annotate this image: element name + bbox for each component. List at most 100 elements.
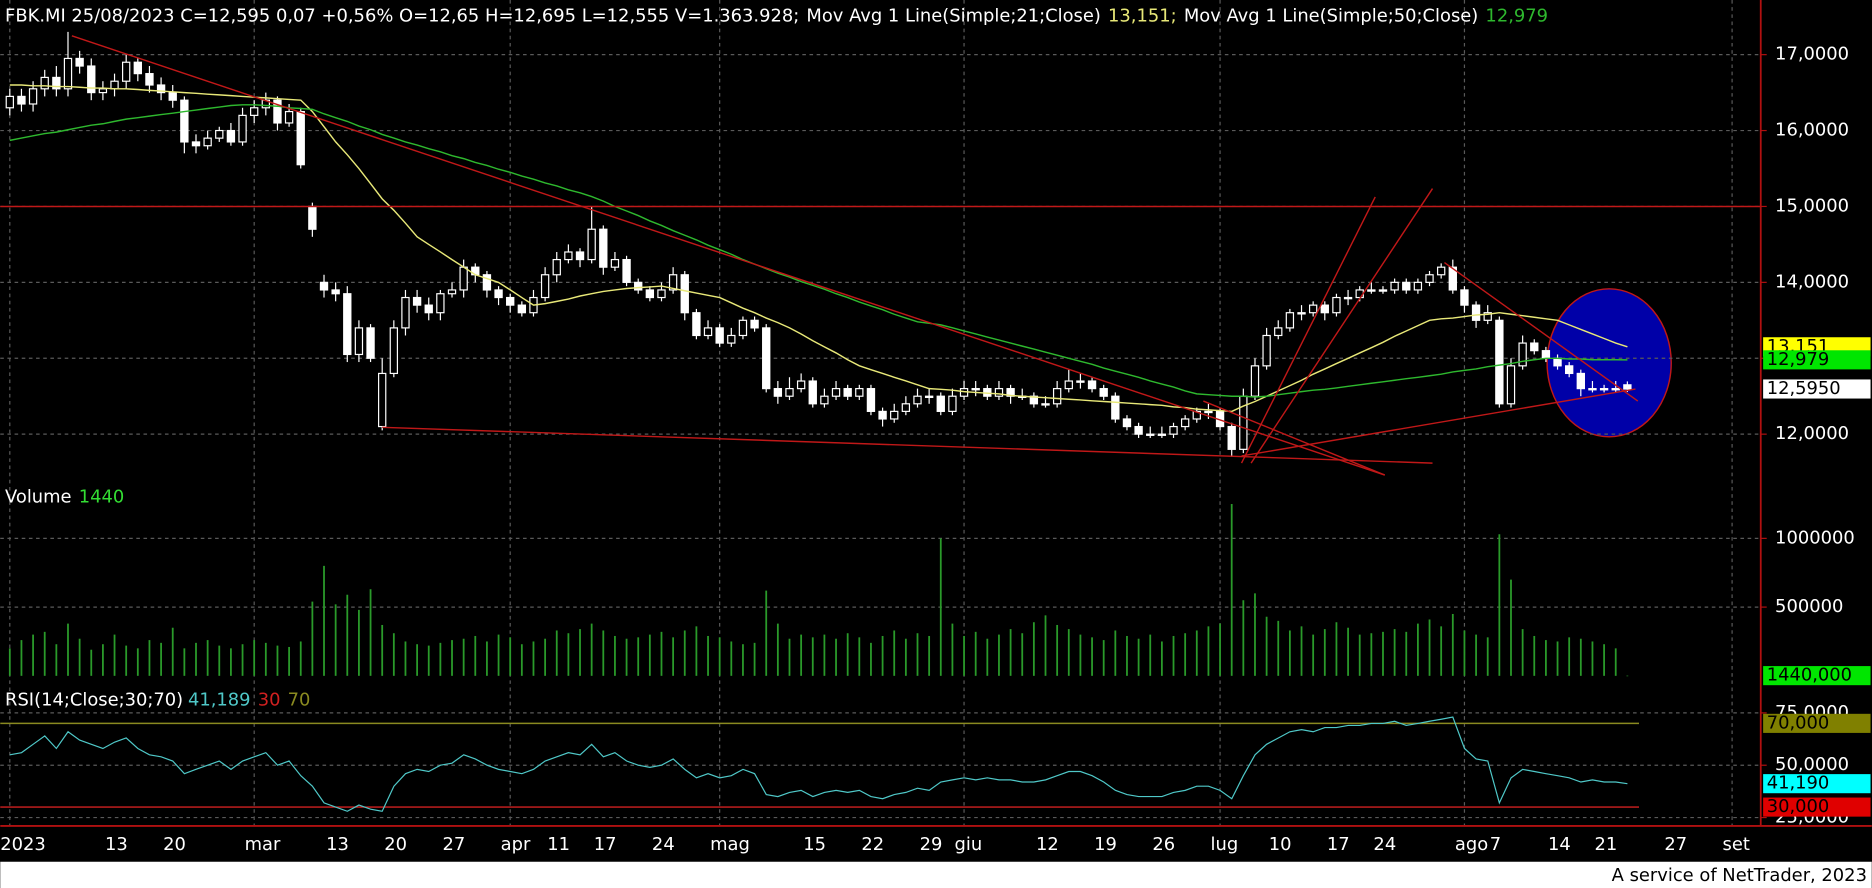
volume-bar <box>1358 634 1361 676</box>
candle-body <box>203 137 212 147</box>
volume-bar <box>753 642 756 676</box>
candle-body <box>587 228 596 261</box>
candle-body <box>1390 281 1399 291</box>
trend-line <box>1203 400 1386 476</box>
title: RSI(14;Close;30;70) <box>5 690 183 711</box>
x-tick-label: 27 <box>442 834 465 855</box>
x-tick-label: 20 <box>384 834 407 855</box>
candle-body <box>715 327 724 344</box>
candle-body <box>40 76 49 90</box>
value-box-label: 12,979 <box>1767 349 1830 370</box>
volume-bar <box>555 630 558 676</box>
y-tick-label: 14,0000 <box>1775 271 1849 292</box>
candle-body <box>1250 365 1260 397</box>
volume-bar <box>718 637 721 676</box>
volume-bar <box>358 609 360 676</box>
value-box-label: 41,190 <box>1767 773 1830 794</box>
y-tick-label: 500000 <box>1775 596 1843 617</box>
volume-bar <box>590 623 593 676</box>
candle-body <box>1192 410 1201 420</box>
candle-body <box>668 274 678 291</box>
volume-bar <box>811 637 814 676</box>
volume-bar <box>195 642 197 676</box>
volume-bar <box>20 640 23 676</box>
value-box <box>1763 797 1871 817</box>
candle-body <box>1588 388 1597 391</box>
candle-body <box>1029 395 1039 405</box>
candle-body <box>866 388 876 412</box>
y-tick-label: 12,0000 <box>1775 423 1849 444</box>
candle-body <box>343 293 352 356</box>
volume-bar <box>1417 623 1419 676</box>
volume-bar <box>43 631 46 676</box>
volume-bar <box>858 637 861 676</box>
volume-bar <box>730 641 733 676</box>
volume-bar <box>1579 638 1582 676</box>
candle-body <box>506 296 515 306</box>
x-tick-label: mar <box>245 834 281 855</box>
x-tick-label: ago <box>1455 834 1488 855</box>
candle-body <box>1169 425 1178 435</box>
trend-line <box>1240 196 1376 464</box>
x-tick-label: set <box>1723 834 1750 855</box>
volume-bar <box>497 634 500 676</box>
value-box <box>1763 350 1871 370</box>
volume-bar <box>602 630 605 676</box>
volume-bar <box>939 538 942 676</box>
x-tick-label: 13 <box>105 834 128 855</box>
volume-bar <box>742 644 744 676</box>
volume-bar <box>788 638 791 676</box>
value-box-label: 30,000 <box>1767 796 1830 817</box>
candle-body <box>1262 334 1271 367</box>
legend-name: Mov Avg 1 Line(Simple;21;Close) <box>806 6 1100 27</box>
volume-bar <box>532 641 535 676</box>
volume-bar <box>1335 622 1338 676</box>
volume-bar <box>660 631 663 676</box>
volume-bar <box>439 642 442 676</box>
candle-body <box>308 205 317 230</box>
candle-body <box>168 92 177 101</box>
volume-bar <box>1021 633 1024 676</box>
volume-bar <box>893 630 896 676</box>
volume-bar <box>381 624 384 676</box>
candle-body <box>1518 342 1527 367</box>
legend: FBK.MI 25/08/2023 C=12,595 0,07 +0,56% O… <box>5 6 1548 27</box>
volume-bar <box>1254 593 1256 676</box>
x-tick-label: 27 <box>1664 834 1687 855</box>
candle-body <box>645 289 655 299</box>
candle-body <box>1274 327 1283 337</box>
candle-body <box>657 289 666 299</box>
volume-bar <box>1207 626 1210 676</box>
candle-body <box>1483 312 1492 321</box>
volume-bar <box>1195 630 1198 676</box>
y-tick-label: 1000000 <box>1775 527 1855 548</box>
x-tick-label: 14 <box>1548 834 1571 855</box>
candle-body <box>52 76 61 90</box>
candle-body <box>482 274 492 291</box>
volume-bar <box>218 645 221 676</box>
volume-bar <box>823 634 826 676</box>
candle-body <box>890 410 899 420</box>
trend-line <box>1250 188 1434 464</box>
volume-bar <box>1545 640 1547 676</box>
legend-value: 1440 <box>79 487 125 508</box>
x-tick-label: 26 <box>1152 834 1175 855</box>
volume-bar <box>672 637 675 676</box>
volume-bar <box>113 634 116 676</box>
volume-bar <box>916 633 919 676</box>
value-box <box>1763 774 1871 794</box>
candle-body <box>843 388 852 397</box>
volume-bar <box>881 635 884 676</box>
legend-value: 41,189 <box>188 690 251 711</box>
x-tick-label: 7 <box>1490 834 1501 855</box>
candle-body <box>750 319 759 329</box>
volume-bar <box>579 629 581 676</box>
legend-value: 13,151; <box>1108 6 1177 27</box>
volume-bar <box>974 631 977 676</box>
candle-body <box>1308 304 1318 314</box>
candle-body <box>1565 365 1574 375</box>
x-tick-label: 13 <box>326 834 349 855</box>
value-box-label: 1440,000 <box>1767 665 1852 686</box>
candle-body <box>924 395 934 398</box>
